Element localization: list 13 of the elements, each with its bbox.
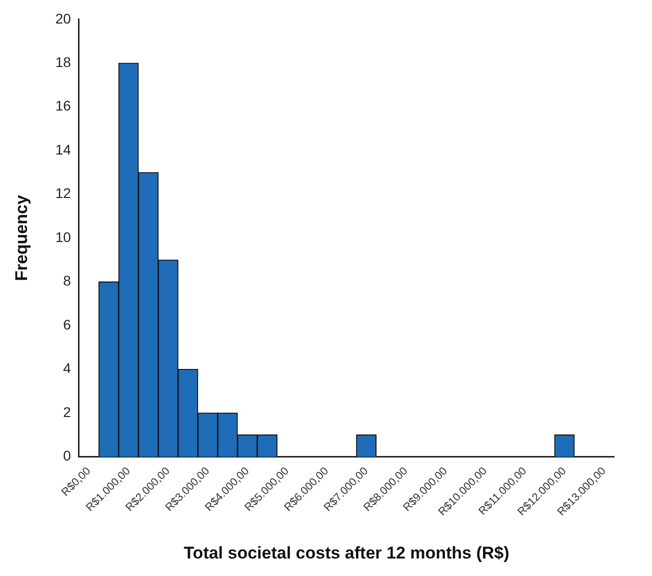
y-tick-label: 2 xyxy=(63,404,72,420)
y-tick-label: 16 xyxy=(55,98,72,114)
y-tick-label: 12 xyxy=(55,185,72,202)
x-axis-title: Total societal costs after 12 months (R$) xyxy=(184,543,510,562)
y-tick-label: 14 xyxy=(55,141,72,158)
y-tick-label: 10 xyxy=(55,228,72,245)
y-tick-label: 20 xyxy=(55,10,72,26)
y-tick-label: 18 xyxy=(55,54,72,70)
y-axis-title: Frequency xyxy=(12,194,31,282)
y-tick-label: 6 xyxy=(63,316,72,332)
y-tick-label: 4 xyxy=(63,360,72,376)
y-tick-label: 8 xyxy=(63,272,72,289)
y-tick-label: 0 xyxy=(63,448,72,464)
